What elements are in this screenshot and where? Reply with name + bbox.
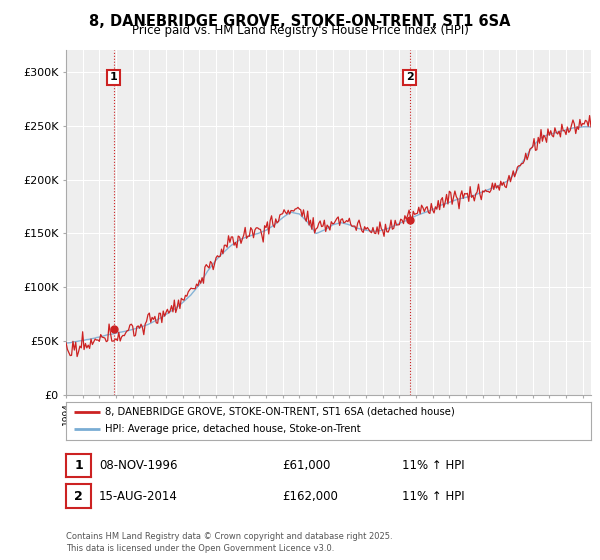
Text: HPI: Average price, detached house, Stoke-on-Trent: HPI: Average price, detached house, Stok… bbox=[106, 424, 361, 435]
Text: Price paid vs. HM Land Registry's House Price Index (HPI): Price paid vs. HM Land Registry's House … bbox=[131, 24, 469, 37]
Text: 1: 1 bbox=[74, 459, 83, 472]
Text: £162,000: £162,000 bbox=[282, 489, 338, 503]
Text: £61,000: £61,000 bbox=[282, 459, 331, 472]
Text: 11% ↑ HPI: 11% ↑ HPI bbox=[402, 459, 464, 472]
Text: 8, DANEBRIDGE GROVE, STOKE-ON-TRENT, ST1 6SA (detached house): 8, DANEBRIDGE GROVE, STOKE-ON-TRENT, ST1… bbox=[106, 407, 455, 417]
Text: 15-AUG-2014: 15-AUG-2014 bbox=[99, 489, 178, 503]
Text: 2: 2 bbox=[74, 489, 83, 503]
Text: 08-NOV-1996: 08-NOV-1996 bbox=[99, 459, 178, 472]
Text: Contains HM Land Registry data © Crown copyright and database right 2025.
This d: Contains HM Land Registry data © Crown c… bbox=[66, 533, 392, 553]
Text: 1: 1 bbox=[110, 72, 118, 82]
Text: 2: 2 bbox=[406, 72, 413, 82]
Text: 11% ↑ HPI: 11% ↑ HPI bbox=[402, 489, 464, 503]
Text: 8, DANEBRIDGE GROVE, STOKE-ON-TRENT, ST1 6SA: 8, DANEBRIDGE GROVE, STOKE-ON-TRENT, ST1… bbox=[89, 14, 511, 29]
